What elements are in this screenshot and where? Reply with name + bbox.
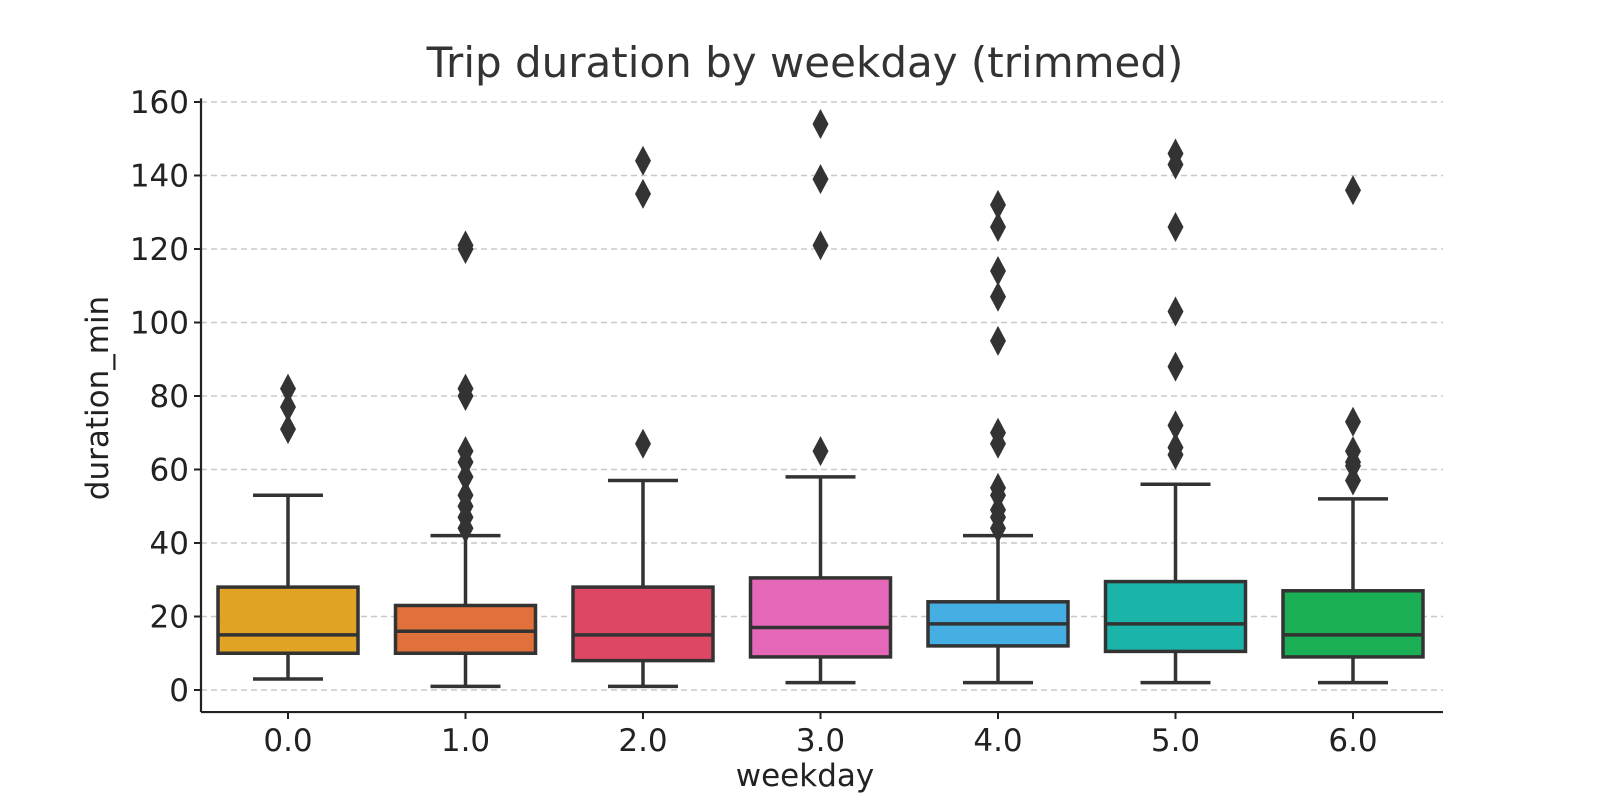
outlier-point	[990, 472, 1006, 503]
x-tick-label-4: 4.0	[973, 723, 1022, 759]
box	[748, 576, 893, 659]
boxes	[216, 109, 1425, 689]
box-group-5	[1103, 138, 1248, 685]
outlier-point	[280, 414, 296, 445]
box	[216, 585, 360, 655]
box-group-0	[216, 373, 360, 681]
box-group-6	[1281, 175, 1425, 685]
outlier-point	[990, 281, 1006, 312]
x-tick-label-0: 0.0	[263, 723, 312, 759]
outlier-point	[1167, 296, 1184, 327]
outlier-point	[812, 230, 829, 261]
outlier-point	[1167, 351, 1184, 382]
box-group-3	[748, 109, 893, 685]
outlier-point	[1167, 410, 1184, 441]
box	[393, 603, 538, 655]
y-tick-label-4: 80	[150, 379, 189, 415]
chart-title: Trip duration by weekday (trimmed)	[426, 38, 1184, 87]
outlier-point	[457, 373, 474, 404]
outlier-point	[990, 211, 1006, 242]
y-tick-label-8: 160	[130, 85, 189, 121]
x-tick-label-5: 5.0	[1151, 723, 1200, 759]
outlier-point	[457, 480, 474, 511]
outlier-point	[635, 428, 651, 459]
outlier-point	[635, 178, 651, 209]
outlier-point	[1345, 436, 1361, 467]
box	[1103, 579, 1248, 654]
outlier-point	[280, 392, 296, 423]
y-tick-label-7: 140	[130, 159, 189, 195]
x-axis: 0.0 1.0 2.0 3.0 4.0 5.0 6.0	[201, 710, 1443, 759]
box-group-1	[393, 230, 538, 689]
y-tick-label-3: 60	[150, 453, 189, 489]
y-tick-label-0: 0	[169, 673, 189, 709]
y-tick-label-6: 120	[130, 232, 189, 268]
y-axis-label: duration_min	[80, 296, 116, 500]
outlier-point	[457, 436, 474, 467]
y-tick-label-2: 40	[150, 526, 189, 562]
outlier-point	[812, 164, 829, 195]
x-tick-label-1: 1.0	[441, 723, 490, 759]
box	[571, 585, 715, 663]
x-tick-label-2: 2.0	[618, 723, 667, 759]
outlier-point	[457, 230, 474, 261]
outlier-point	[1167, 211, 1184, 242]
outlier-point	[990, 325, 1006, 356]
outlier-point	[990, 256, 1006, 287]
y-tick-label-1: 20	[150, 600, 189, 636]
box-group-4	[926, 189, 1070, 685]
outlier-point	[990, 417, 1006, 448]
outlier-point	[1345, 406, 1361, 437]
x-axis-label: weekday	[736, 758, 874, 794]
y-tick-label-5: 100	[130, 306, 189, 342]
outlier-point	[812, 436, 829, 467]
outlier-point	[812, 109, 829, 140]
outlier-point	[1167, 432, 1184, 463]
outlier-point	[635, 145, 651, 176]
y-axis: 0 20 40 60 80 100 120 140 160	[130, 85, 203, 713]
x-tick-label-6: 6.0	[1328, 723, 1377, 759]
outlier-point	[1345, 175, 1361, 206]
outlier-point	[990, 189, 1006, 220]
box-group-2	[571, 145, 715, 689]
outlier-point	[280, 373, 296, 404]
box	[1281, 589, 1425, 659]
outlier-point	[1167, 138, 1184, 169]
x-tick-label-3: 3.0	[796, 723, 845, 759]
